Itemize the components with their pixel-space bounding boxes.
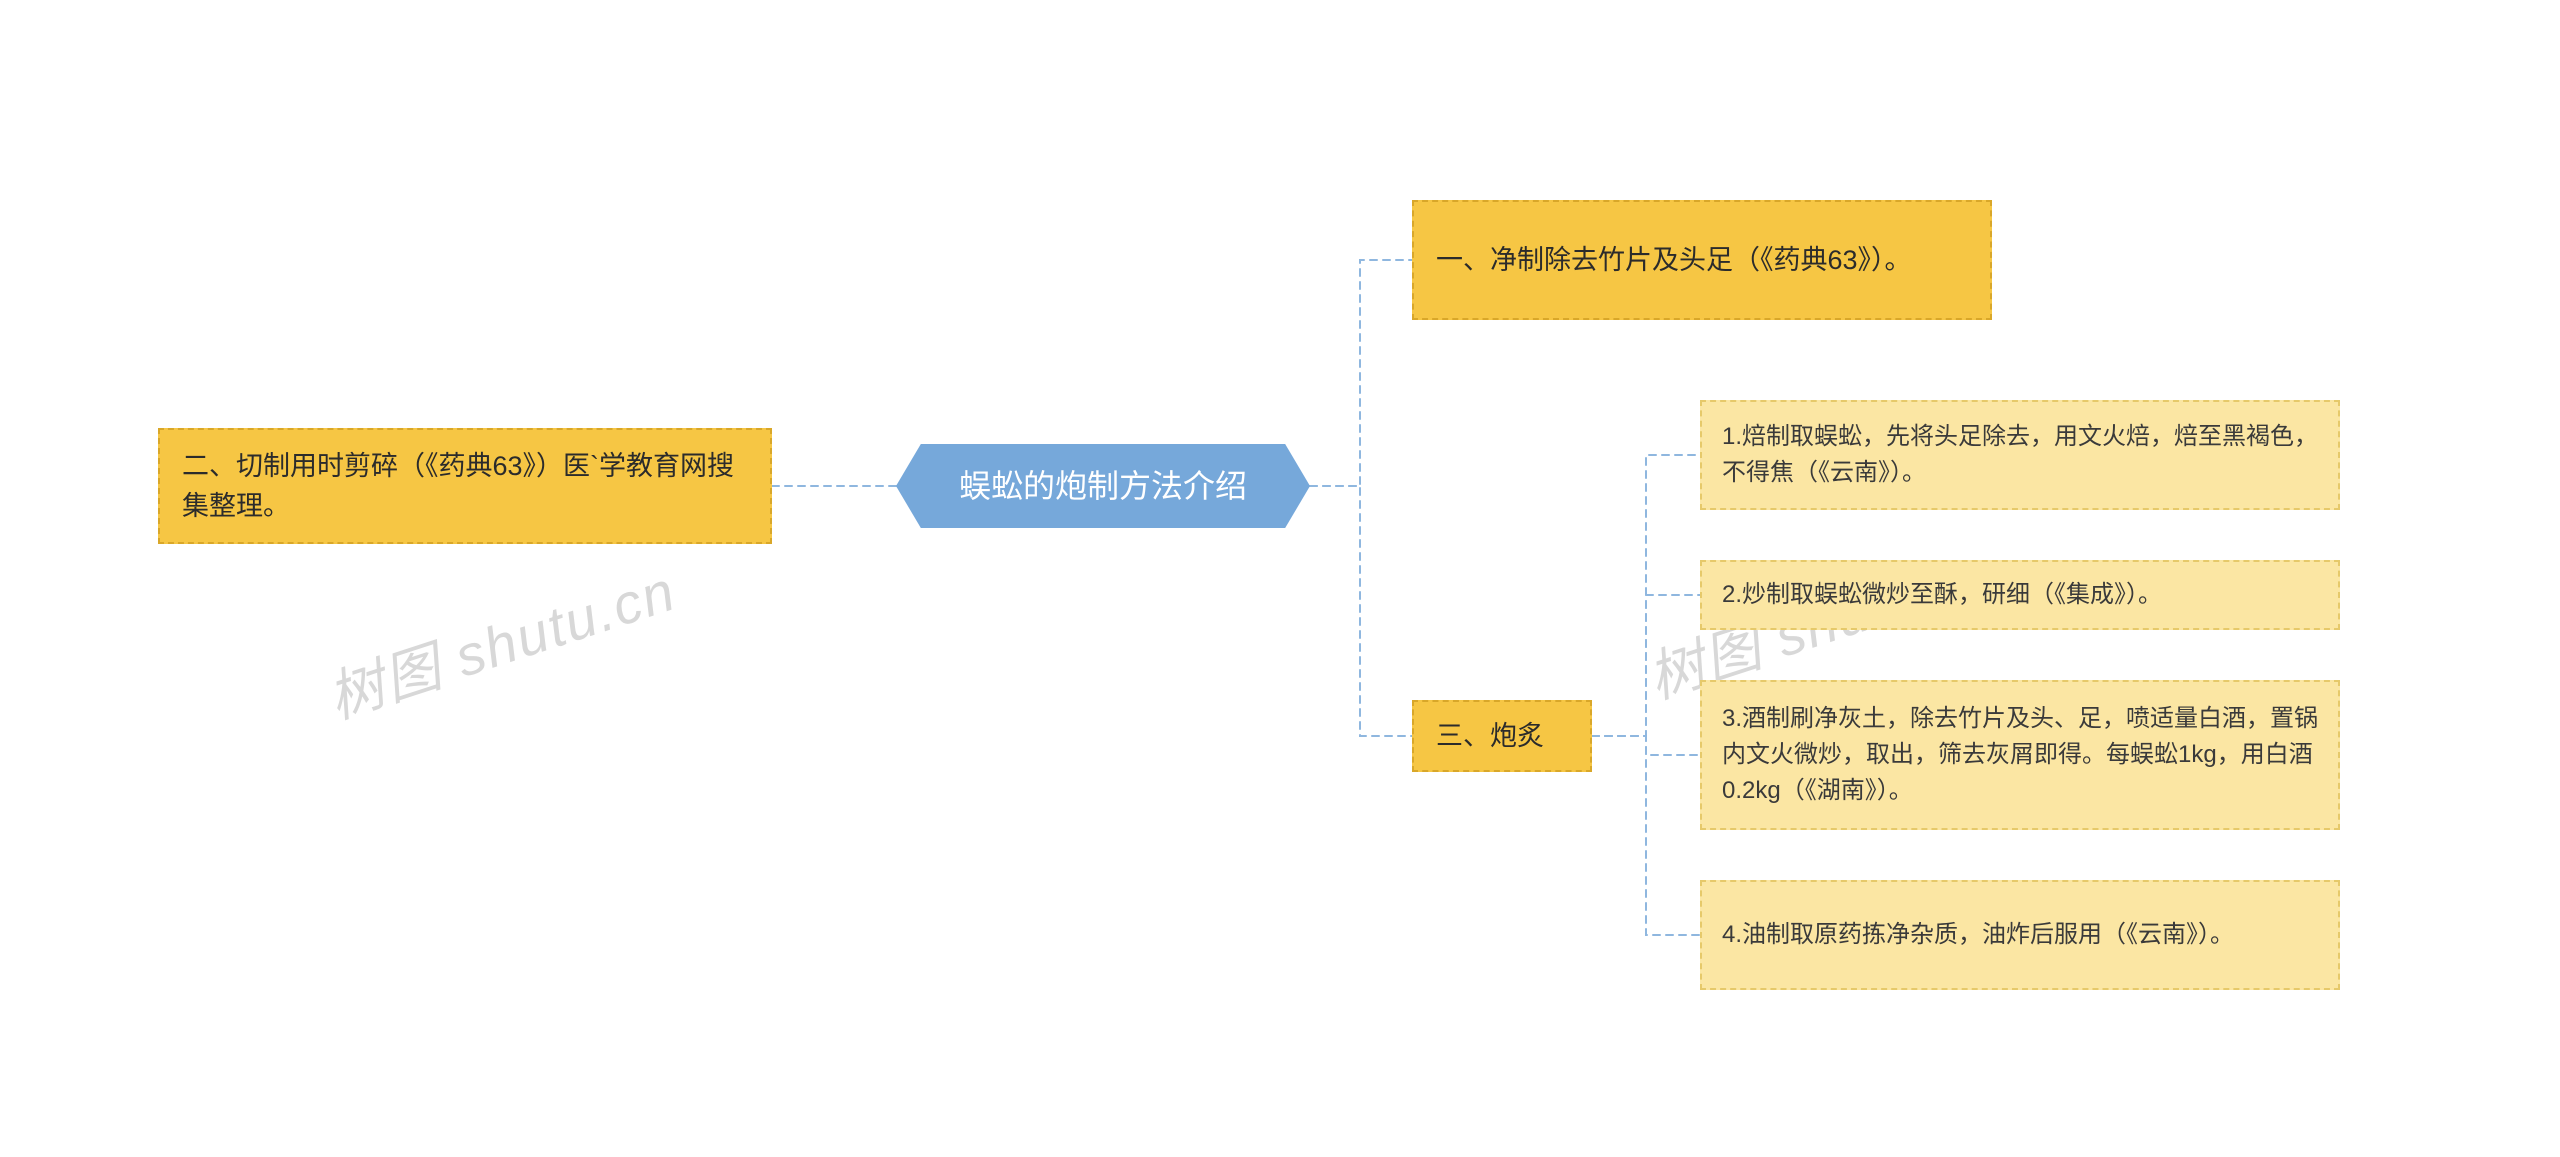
leaf-4[interactable]: 4.油制取原药拣净杂质，油炸后服用（《云南》）。 [1700, 880, 2340, 990]
root-node[interactable]: 蜈蚣的炮制方法介绍 [896, 444, 1310, 528]
watermark-1: 树图 shutu.cn [316, 546, 685, 735]
branch-two[interactable]: 二、切制用时剪碎（《药典63》）医`学教育网搜集整理。 [158, 428, 772, 544]
leaf-3[interactable]: 3.酒制刷净灰土，除去竹片及头、足，喷适量白酒，置锅内文火微炒，取出，筛去灰屑即… [1700, 680, 2340, 830]
branch-three[interactable]: 三、炮炙 [1412, 700, 1592, 772]
leaf-2[interactable]: 2.炒制取蜈蚣微炒至酥，研细（《集成》）。 [1700, 560, 2340, 630]
branch-one[interactable]: 一、净制除去竹片及头足（《药典63》）。 [1412, 200, 1992, 320]
leaf-1[interactable]: 1.焙制取蜈蚣，先将头足除去，用文火焙，焙至黑褐色，不得焦（《云南》）。 [1700, 400, 2340, 510]
